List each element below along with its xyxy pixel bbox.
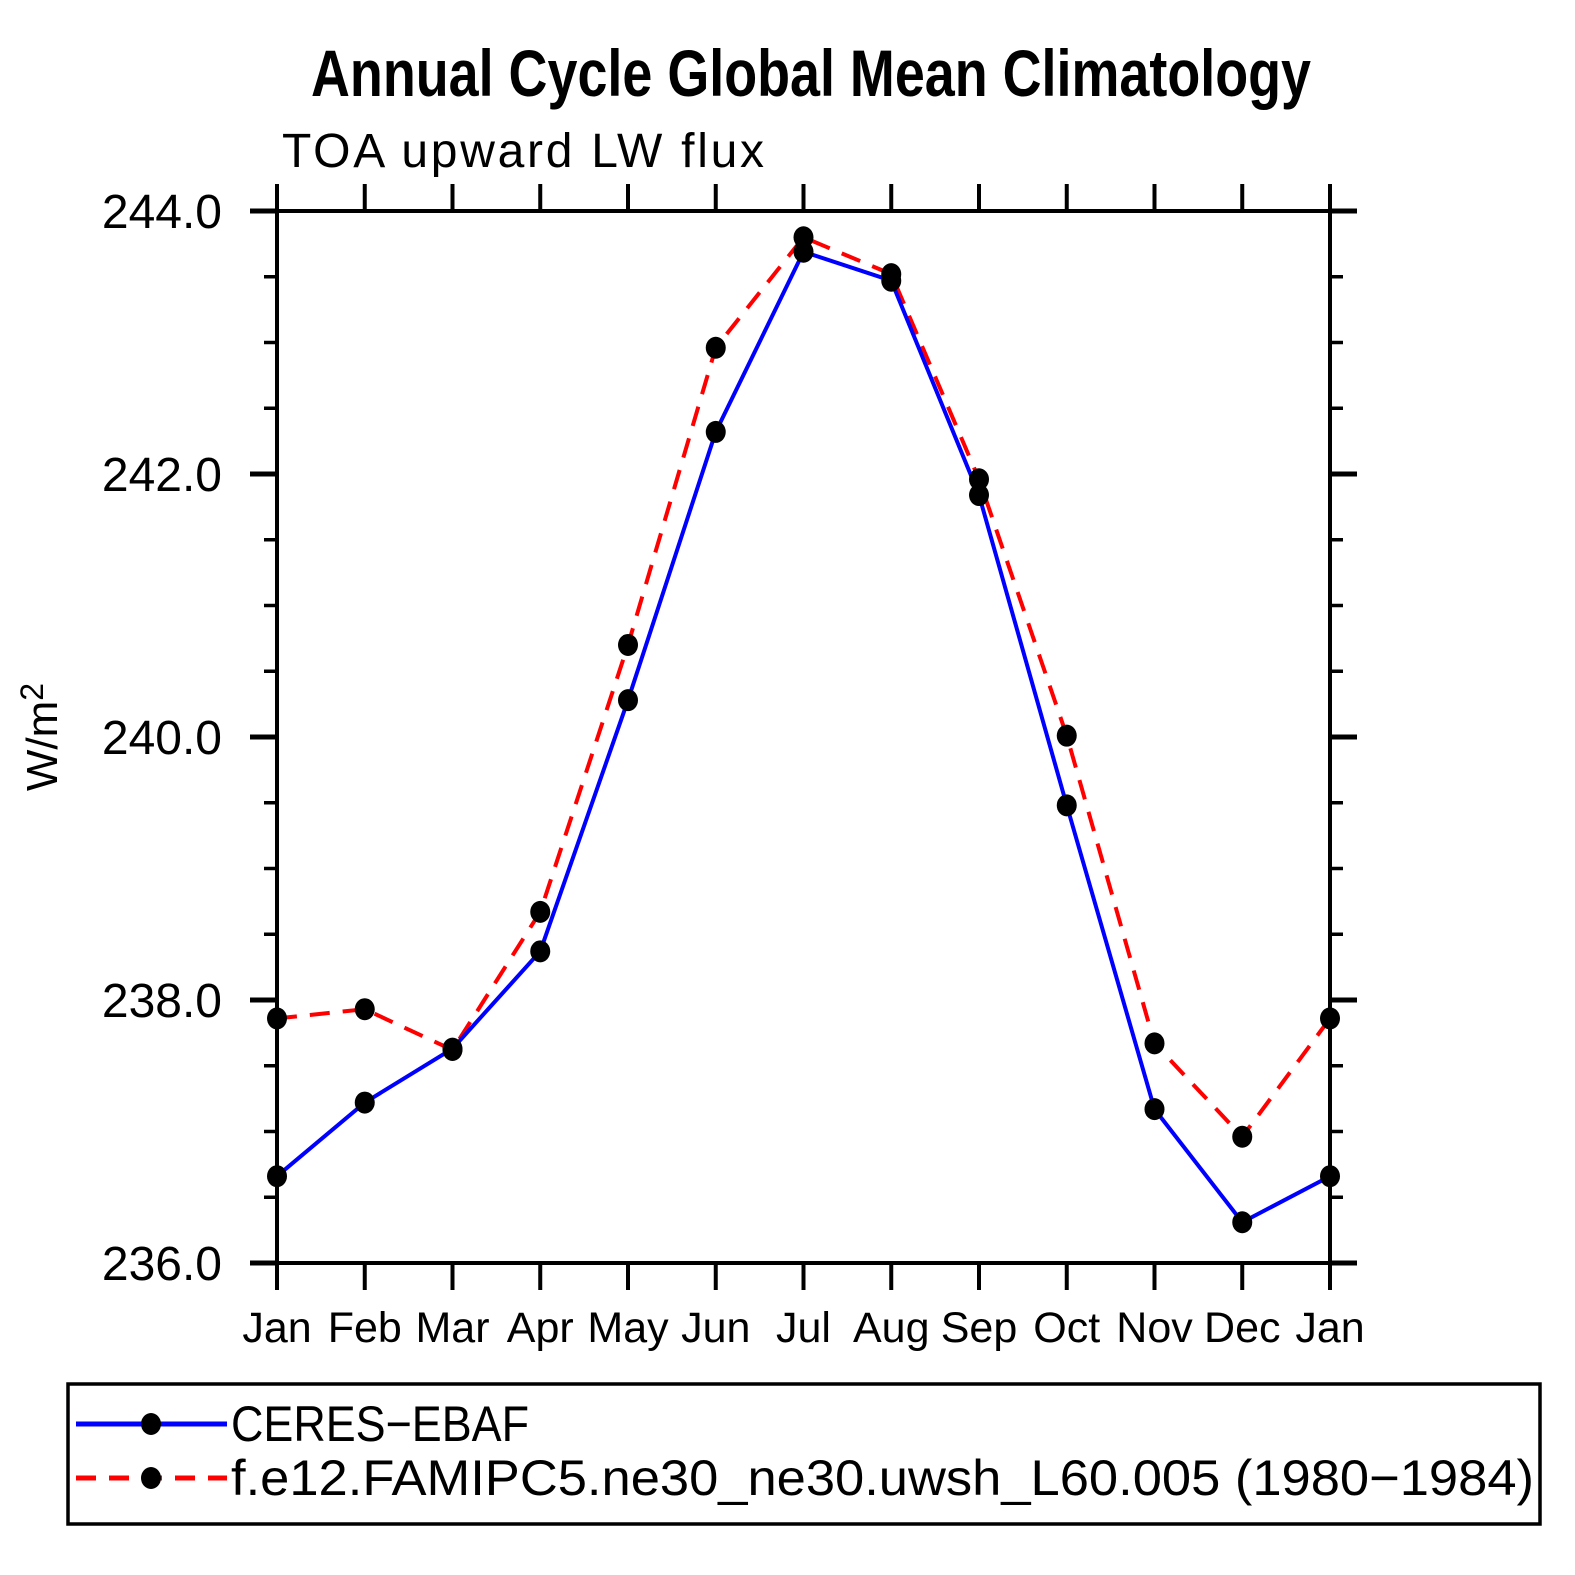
data-point-marker [969, 468, 989, 491]
legend-marker-icon [141, 1467, 161, 1489]
series-line-model [276, 234, 1332, 1140]
legend: CERES−EBAF f.e12.FAMIPC5.ne30_ne30.uwsh_… [66, 1382, 1542, 1526]
data-point-marker [1320, 1007, 1340, 1030]
x-tick-label: Oct [1033, 1304, 1100, 1352]
legend-label-model-run: f.e12.FAMIPC5.ne30_ne30.uwsh_L60.005 (19… [231, 1450, 1534, 1506]
chart-title: Annual Cycle Global Mean Climatology [311, 36, 1311, 110]
data-point-marker [618, 689, 638, 712]
data-point-marker [1232, 1125, 1253, 1148]
y-tick-label: 244.0 [102, 186, 222, 239]
data-point-marker [1232, 1211, 1253, 1234]
data-point-marker [530, 900, 551, 923]
legend-box [66, 1382, 1542, 1526]
x-tick-label: Dec [1204, 1304, 1280, 1352]
data-point-marker [1144, 1032, 1165, 1055]
data-point-marker [881, 269, 902, 292]
axis-box [275, 209, 1332, 1265]
chart-subtitle: TOA upward LW flux [282, 125, 764, 178]
data-point-marker [530, 940, 551, 963]
data-point-marker [705, 336, 726, 359]
x-tick-label: Jun [681, 1304, 750, 1352]
data-point-marker [793, 240, 814, 263]
x-tick-label: May [587, 1304, 669, 1352]
y-tick-label: 238.0 [102, 975, 222, 1028]
data-point-marker [1056, 794, 1077, 817]
series-line-obs [275, 249, 1331, 1225]
x-tick-label: Jan [1295, 1304, 1364, 1352]
data-point-marker [1320, 1165, 1340, 1188]
data-point-marker [1056, 724, 1077, 747]
plot-area: 236.0 238.0 240.0 242.0 244.0 Jan Feb Mar Apr May… [102, 184, 1365, 1352]
y-axis-label: W/m2 [14, 683, 67, 791]
y-axis-label-exponent: 2 [14, 683, 50, 701]
data-point-marker [354, 1091, 375, 1114]
y-axis-label-base: W/m [18, 701, 67, 791]
data-point-marker [442, 1037, 463, 1060]
x-tick-label: Jan [242, 1304, 311, 1352]
data-point-marker [705, 420, 726, 443]
data-point-marker [969, 484, 989, 507]
data-point-marker [354, 998, 375, 1021]
x-tick-label: Nov [1116, 1304, 1193, 1352]
x-tick-label: Jul [776, 1304, 831, 1352]
y-tick-label: 242.0 [102, 449, 222, 502]
x-tick-label: Aug [853, 1304, 930, 1352]
data-point-marker [267, 1007, 287, 1030]
x-tick-label: Apr [507, 1304, 574, 1352]
legend-label-ceres-ebaf: CERES−EBAF [231, 1396, 529, 1452]
y-tick-label: 236.0 [102, 1238, 222, 1291]
x-tick-label: Mar [415, 1304, 489, 1352]
x-tick-label: Feb [328, 1304, 402, 1352]
data-point-marker [1144, 1098, 1165, 1121]
data-point-marker [267, 1165, 287, 1188]
legend-marker-icon [141, 1413, 161, 1435]
data-point-marker [618, 633, 638, 656]
x-tick-label: Sep [941, 1304, 1018, 1352]
y-tick-label: 240.0 [102, 712, 222, 765]
